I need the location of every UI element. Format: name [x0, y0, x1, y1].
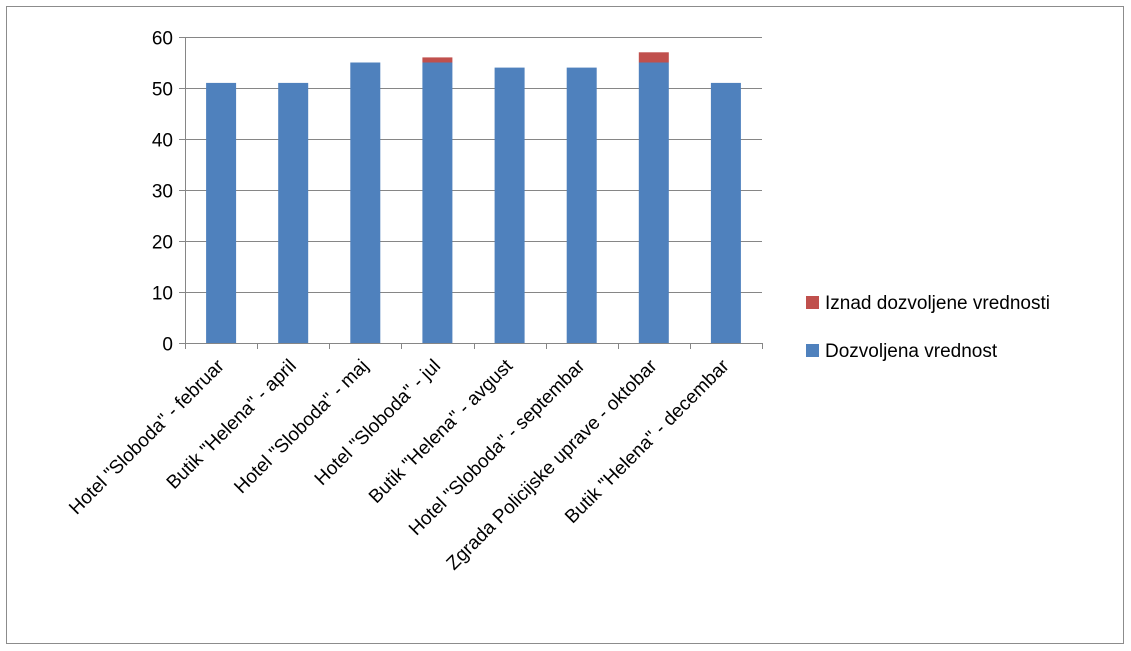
chart-area: [6, 6, 1124, 644]
x-category-label: Hotel "Sloboda" - maj: [230, 356, 372, 498]
y-tick-label: 10: [152, 284, 173, 305]
bar-allowed-value: [350, 62, 381, 343]
x-category-label: Hotel "Sloboda" - jul: [311, 356, 445, 490]
y-tick-label: 30: [152, 182, 173, 203]
bar-allowed-value: [494, 67, 525, 343]
y-tick-labels: 0 10 20 30 40 50 60: [152, 29, 173, 356]
axes: [179, 37, 763, 349]
x-category-label: Butik "Helena" - avgust: [365, 355, 518, 508]
legend-label: Iznad dozvoljene vrednosti: [825, 293, 1050, 314]
bar-allowed-value: [206, 82, 237, 344]
y-tick-label: 0: [162, 335, 173, 356]
gridlines: [185, 37, 762, 293]
bar-allowed-value: [422, 62, 453, 343]
bar-above-allowed-value: [422, 57, 453, 63]
bar-allowed-value: [710, 82, 741, 344]
bar-above-allowed-value: [638, 52, 669, 63]
y-tick-label: 50: [152, 80, 173, 101]
bar-allowed-value: [566, 67, 597, 343]
legend-swatch: [806, 296, 819, 309]
bars: [206, 52, 741, 344]
legend: Iznad dozvoljene vrednosti Dozvoljena vre…: [806, 293, 1050, 362]
y-tick-label: 20: [152, 233, 173, 254]
x-category-label: Butik "Helena" - april: [163, 356, 301, 494]
legend-label: Dozvoljena vrednost: [825, 341, 998, 362]
y-tick-label: 60: [152, 29, 173, 50]
legend-swatch: [806, 344, 819, 357]
bar-allowed-value: [278, 82, 309, 344]
y-tick-label: 40: [152, 131, 173, 152]
bar-allowed-value: [638, 62, 669, 343]
